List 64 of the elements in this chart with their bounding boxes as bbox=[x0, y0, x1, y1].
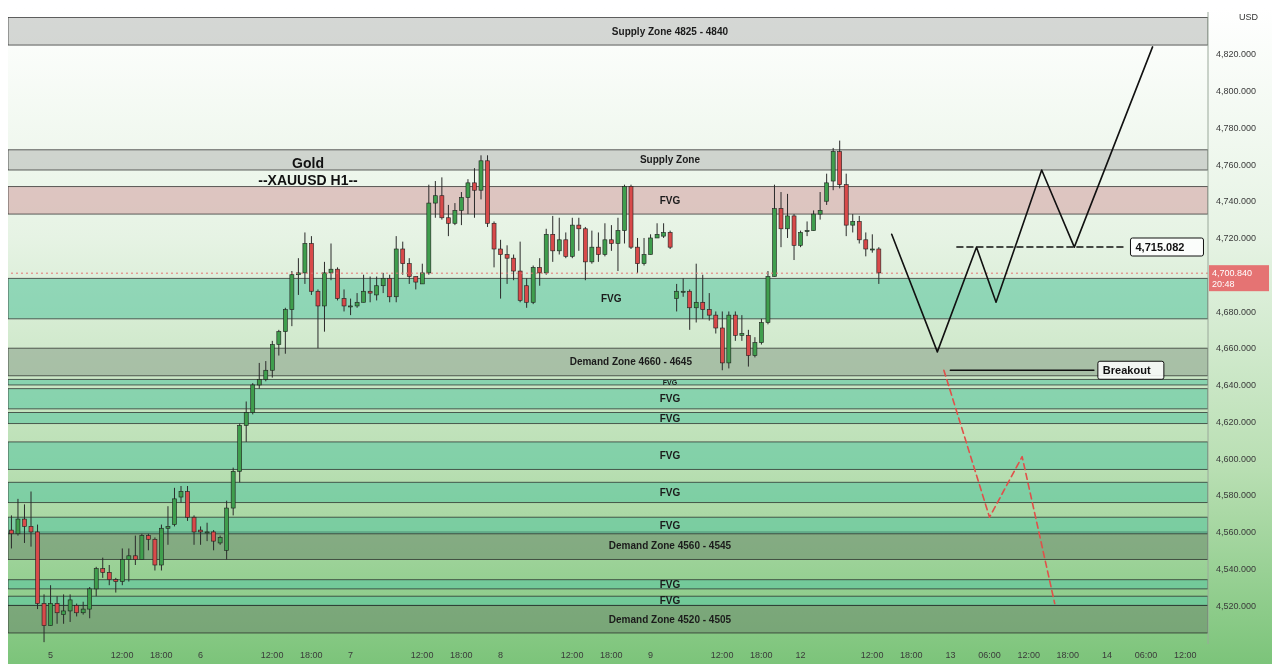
band-label: Demand Zone 4520 - 4505 bbox=[608, 613, 732, 625]
band-label: Supply Zone 4825 - 4840 bbox=[611, 25, 729, 37]
text: Gold bbox=[291, 155, 325, 171]
series-label: Breakout bbox=[1102, 364, 1151, 377]
x-tick-label: 12 bbox=[795, 650, 806, 661]
band-label: Demand Zone 4660 - 4645 bbox=[569, 356, 693, 368]
x-tick-label: 18:00 bbox=[150, 650, 173, 661]
x-tick-label: 12:00 bbox=[710, 650, 734, 661]
x-tick-label: 06:00 bbox=[978, 650, 1001, 661]
y-tick-label: 4,520.000 bbox=[1216, 600, 1257, 611]
y-tick-label: 4,560.000 bbox=[1216, 527, 1257, 538]
band-label: FVG bbox=[659, 595, 681, 607]
x-tick-label: 12:00 bbox=[260, 650, 284, 661]
text: --XAUUSD H1-- bbox=[257, 172, 359, 188]
y-tick-label: 4,600.000 bbox=[1216, 453, 1257, 464]
band-label: FVG bbox=[659, 412, 681, 424]
band-label: FVG bbox=[659, 450, 681, 462]
x-tick-label: 8 bbox=[497, 650, 503, 661]
band-label: Demand Zone 4560 - 4545 bbox=[608, 540, 732, 552]
y-tick-label: 4,780.000 bbox=[1216, 122, 1257, 133]
x-tick-label: 12:00 bbox=[1017, 650, 1040, 661]
band-label: FVG bbox=[659, 393, 681, 405]
band-label: FVG bbox=[659, 520, 681, 531]
y-tick-label: 4,580.000 bbox=[1216, 490, 1257, 501]
y-tick-label: 4,660.000 bbox=[1216, 343, 1257, 354]
x-tick-label: 06:00 bbox=[1134, 650, 1158, 661]
x-tick-label: 6 bbox=[197, 650, 203, 661]
y-axis-title: USD bbox=[1238, 12, 1258, 22]
y-tick-label: 4,680.000 bbox=[1216, 306, 1257, 317]
band-label: FVG bbox=[659, 194, 681, 206]
x-tick-label: 18:00 bbox=[1056, 650, 1080, 661]
band-label: FVG bbox=[659, 578, 681, 590]
x-tick-label: 12:00 bbox=[560, 650, 584, 661]
band-label: FVG bbox=[600, 293, 622, 305]
y-tick-label: 4,800.000 bbox=[1216, 86, 1257, 97]
band-label: Supply Zone bbox=[639, 154, 701, 166]
x-tick-label: 18:00 bbox=[750, 650, 773, 661]
x-tick-label: 12:00 bbox=[110, 650, 134, 661]
x-tick-label: 13 bbox=[945, 650, 956, 661]
ref-line-label: 4,700.840 bbox=[1212, 268, 1253, 279]
y-tick-label: 4,540.000 bbox=[1216, 563, 1257, 574]
candlestick bbox=[674, 283, 679, 312]
y-tick-label: 4,640.000 bbox=[1216, 380, 1257, 391]
y-tick-label: 4,720.000 bbox=[1216, 233, 1257, 244]
x-tick-label: 5 bbox=[47, 650, 53, 661]
x-tick-label: 12:00 bbox=[860, 650, 884, 661]
series-label: 4,715.082 bbox=[1135, 241, 1185, 254]
y-tick-label: 4,740.000 bbox=[1216, 196, 1257, 207]
x-tick-label: 12:00 bbox=[410, 650, 434, 661]
y-tick-label: 4,760.000 bbox=[1216, 159, 1257, 170]
candlestick bbox=[824, 173, 829, 206]
y-tick-label: 4,820.000 bbox=[1216, 49, 1257, 60]
y-tick-label: 4,620.000 bbox=[1216, 416, 1257, 427]
x-tick-label: 9 bbox=[647, 650, 653, 661]
x-tick-label: 18:00 bbox=[600, 650, 623, 661]
x-tick-label: 18:00 bbox=[900, 650, 923, 661]
x-tick-label: 18:00 bbox=[450, 650, 473, 661]
band-label: FVG bbox=[659, 486, 681, 498]
x-tick-label: 18:00 bbox=[300, 650, 323, 661]
text: 20:48 bbox=[1212, 279, 1235, 290]
x-tick-label: 12:00 bbox=[1173, 650, 1197, 661]
x-tick-label: 7 bbox=[347, 650, 353, 661]
line-series bbox=[943, 369, 1056, 605]
x-tick-label: 14 bbox=[1101, 650, 1112, 661]
